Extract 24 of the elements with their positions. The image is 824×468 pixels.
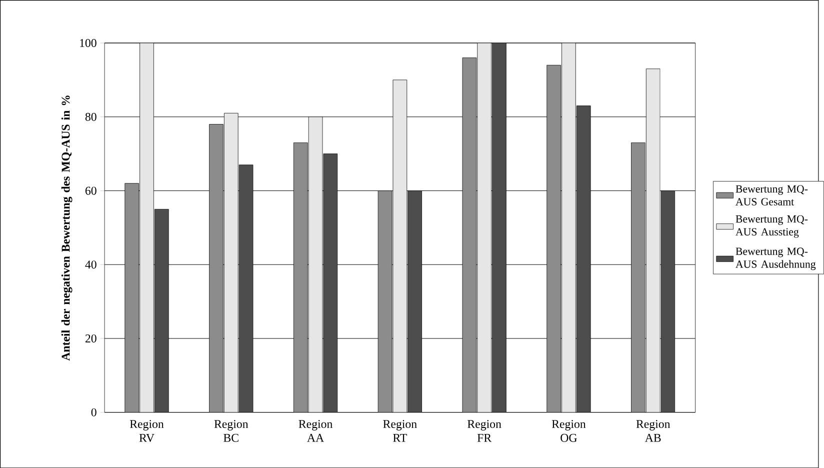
bar [293, 142, 308, 412]
y-tick-label: 20 [85, 334, 96, 342]
x-tick-label: Region AA [298, 420, 333, 442]
x-tick-label: Region FR [468, 420, 502, 442]
legend-label: Bewertung MQ-AUS Gesamt [736, 185, 808, 206]
x-tick-label: Region RT [383, 420, 417, 442]
bar [378, 190, 392, 412]
y-axis-title: Anteil der negativen Bewertung des MQ-AUS in % [61, 95, 72, 361]
y-tick-label: 60 [85, 186, 96, 195]
bar [546, 64, 561, 412]
x-tick-label: Region RV [130, 420, 164, 442]
y-tick-label: 40 [85, 260, 96, 268]
x-tick-label: Region AB [636, 420, 670, 442]
x-tick-label: Region BC [214, 420, 248, 442]
bar [631, 142, 646, 412]
legend-label: Bewertung MQ-AUS Ausdehnung [736, 248, 816, 270]
y-tick-label: 0 [91, 408, 96, 416]
legend-label: Bewertung MQ-AUS Ausstieg [736, 215, 808, 238]
y-tick-label: 80 [85, 112, 96, 121]
bar [462, 57, 477, 412]
bar [209, 124, 224, 412]
bar [124, 183, 140, 412]
y-tick-label: 100 [80, 38, 96, 47]
x-tick-label: Region OG [552, 420, 586, 442]
